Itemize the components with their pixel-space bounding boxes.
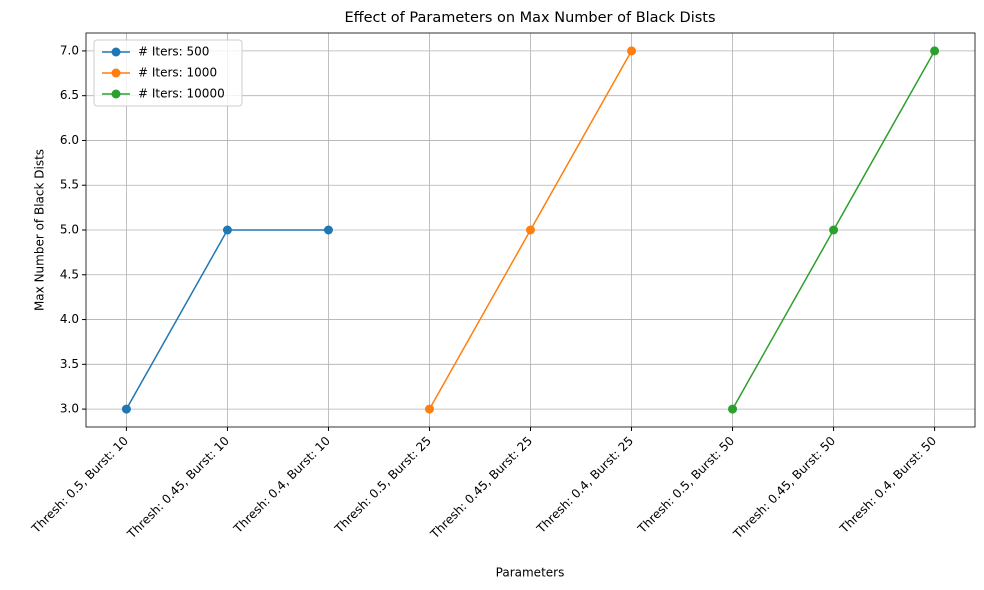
legend-marker <box>111 89 121 99</box>
x-tick-label: Thresh: 0.45, Burst: 10 <box>124 434 232 542</box>
legend-label: # Iters: 500 <box>138 45 209 59</box>
x-tick-label: Thresh: 0.5, Burst: 50 <box>634 434 737 537</box>
point <box>728 404 738 414</box>
y-tick-label: 4.5 <box>60 267 79 281</box>
x-tick-label: Thresh: 0.4, Burst: 10 <box>230 434 333 537</box>
x-tick-label: Thresh: 0.45, Burst: 25 <box>427 434 535 542</box>
y-tick-label: 3.5 <box>60 357 79 371</box>
point <box>121 404 131 414</box>
x-tick-label: Thresh: 0.5, Burst: 10 <box>28 434 131 537</box>
x-tick-label: Thresh: 0.4, Burst: 25 <box>533 434 636 537</box>
y-tick-label: 4.0 <box>60 312 79 326</box>
x-tick-label: Thresh: 0.4, Burst: 50 <box>836 434 939 537</box>
y-tick-label: 3.0 <box>60 402 79 416</box>
legend-marker <box>111 47 121 57</box>
legend-box <box>93 39 243 107</box>
plot-frame <box>85 32 976 428</box>
point <box>222 225 232 235</box>
chart-title: Effect of Parameters on Max Number of Bl… <box>344 10 715 26</box>
y-tick-label: 6.0 <box>60 133 79 147</box>
y-tick-label: 6.5 <box>60 88 79 102</box>
point <box>829 225 839 235</box>
point <box>424 404 434 414</box>
y-tick-label: 5.0 <box>60 223 79 237</box>
point <box>323 225 333 235</box>
point <box>930 46 940 56</box>
point <box>627 46 637 56</box>
legend-marker <box>111 68 121 78</box>
x-tick-label: Thresh: 0.5, Burst: 25 <box>331 434 434 537</box>
y-axis-label: Max Number of Black Dists <box>33 149 47 311</box>
legend-label: # Iters: 10000 <box>138 87 225 101</box>
point <box>526 225 535 235</box>
x-tick-label: Thresh: 0.45, Burst: 50 <box>730 434 838 542</box>
y-tick-label: 5.5 <box>60 178 79 192</box>
y-tick-label: 7.0 <box>60 43 79 57</box>
legend-label: # Iters: 1000 <box>138 66 217 80</box>
x-axis-label: Parameters <box>496 566 565 580</box>
